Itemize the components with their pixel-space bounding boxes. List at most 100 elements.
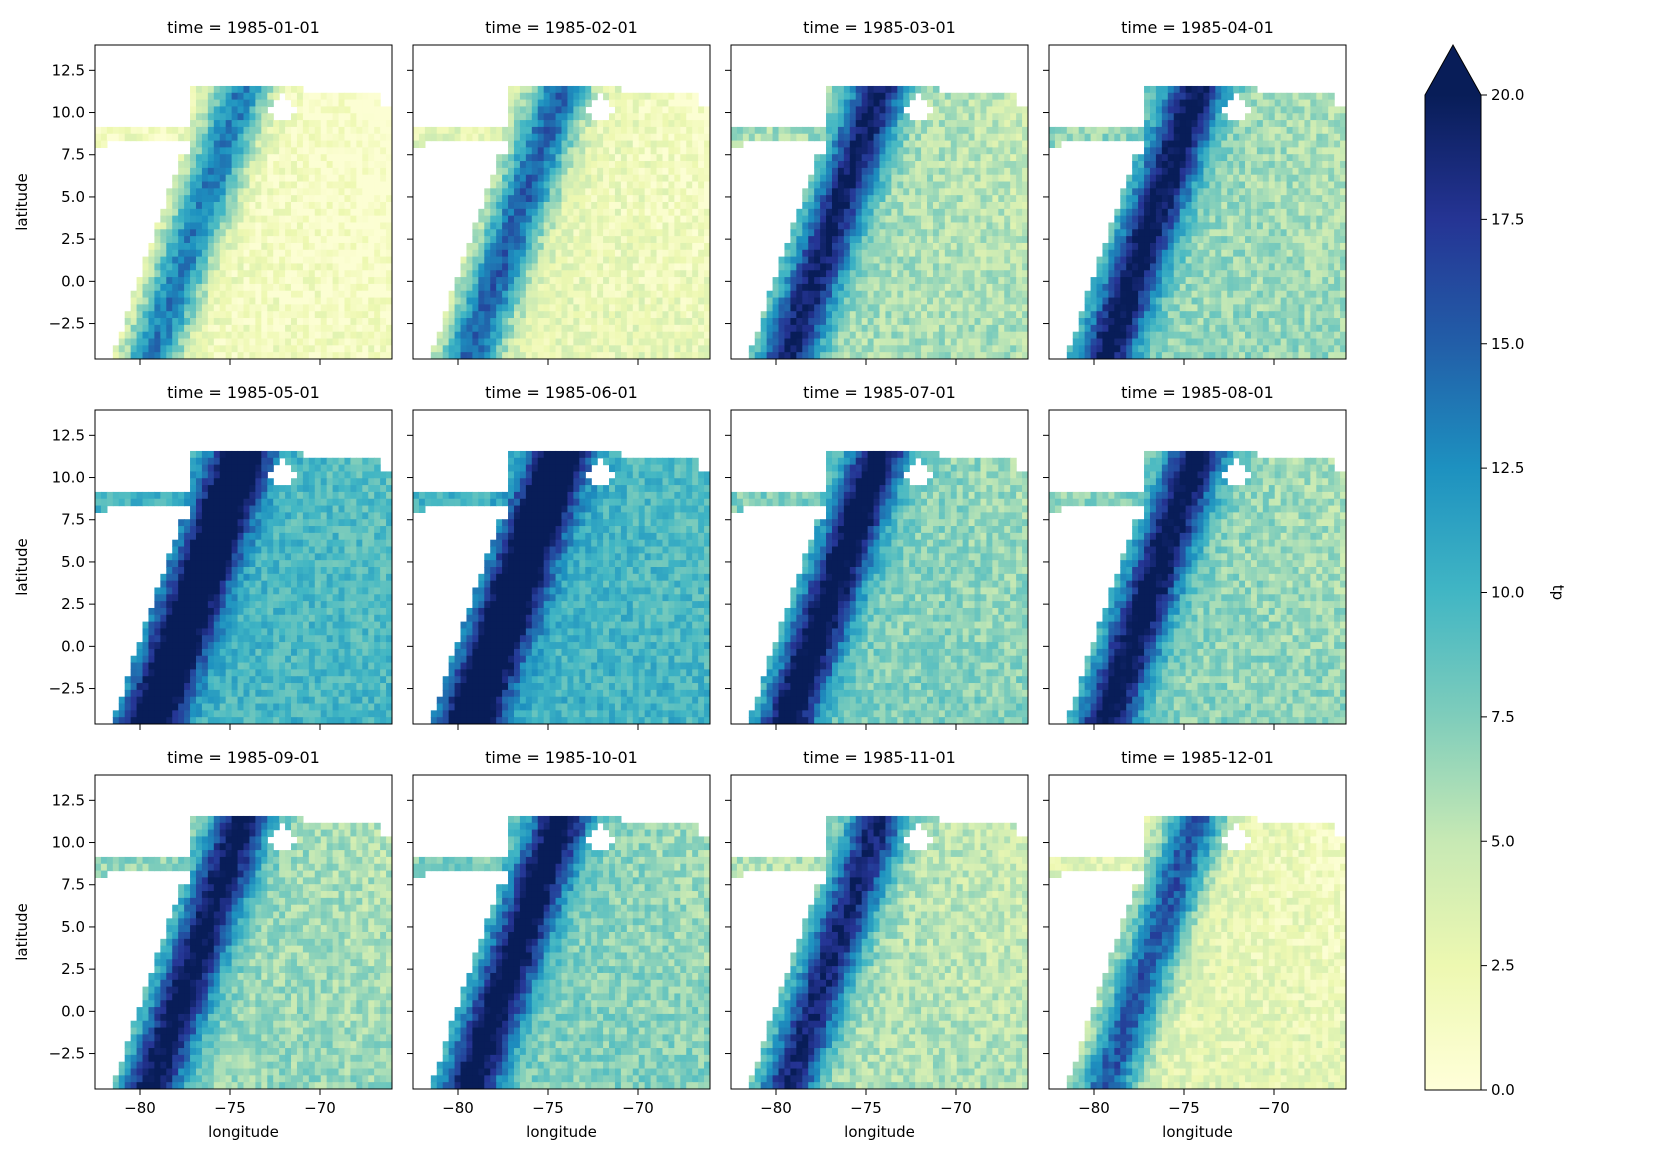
heat-cell [885,113,892,120]
heat-cell [862,352,869,359]
heat-cell [885,277,892,284]
heat-cell [267,86,274,93]
heat-cell [963,134,970,141]
heat-cell [850,86,857,93]
heat-cell [909,250,916,257]
heat-cell [526,175,533,182]
heat-cell [897,113,904,120]
heat-cell [532,250,539,257]
heat-cell [645,229,652,236]
heat-cell [585,216,592,223]
heat-cell [874,250,881,257]
heat-cell [350,325,357,332]
heat-cell [291,311,298,318]
heat-cell [350,298,357,305]
heat-cell [466,257,473,264]
heat-cell [208,236,215,243]
heat-cell [975,120,982,127]
heat-cell [909,188,916,195]
heat-cell [662,100,669,107]
heat-cell [556,270,563,277]
heat-cell [731,134,738,141]
heat-cell [903,250,910,257]
heat-cell [657,113,664,120]
heat-cell [520,182,527,189]
heat-cell [472,318,479,325]
heat-cell [327,257,334,264]
heat-cell [172,332,179,339]
heat-cell [356,270,363,277]
heat-cell [802,134,809,141]
heat-cell [651,257,658,264]
heat-cell [1209,93,1216,100]
heat-cell [184,175,191,182]
heat-cell [368,182,375,189]
heat-cell [957,352,964,359]
heatmap-field [95,86,393,360]
heat-cell [945,209,952,216]
heat-cell [915,263,922,270]
heat-cell [645,270,652,277]
heat-cell [344,188,351,195]
heat-cell [261,250,268,257]
heat-cell [244,188,251,195]
heat-cell [309,325,316,332]
heat-cell [273,134,280,141]
heat-cell [285,188,292,195]
heat-cell [321,270,328,277]
heat-cell [526,161,533,168]
heat-cell [356,134,363,141]
heat-cell [279,209,286,216]
heat-cell [431,127,438,134]
heat-cell [957,257,964,264]
heat-cell [633,311,640,318]
heat-cell [1004,284,1011,291]
heat-cell [645,168,652,175]
heat-cell [933,175,940,182]
heat-cell [862,277,869,284]
heat-cell [814,127,821,134]
heat-cell [986,318,993,325]
heat-cell [220,352,227,359]
heat-cell [579,318,586,325]
heat-cell [249,250,256,257]
heat-cell [621,106,628,113]
heat-cell [562,284,569,291]
heat-cell [261,304,268,311]
heat-cell [309,284,316,291]
heat-cell [267,154,274,161]
heat-cell [562,168,569,175]
heat-cell [903,209,910,216]
heat-cell [657,332,664,339]
heat-cell [172,325,179,332]
heat-cell [773,311,780,318]
heat-cell [891,325,898,332]
heat-cell [267,298,274,305]
heat-cell [291,147,298,154]
heat-cell [232,147,239,154]
heat-cell [350,339,357,346]
heat-cell [609,270,616,277]
heat-cell [226,127,233,134]
heat-cell [202,298,209,305]
heat-cell [980,175,987,182]
heat-cell [556,339,563,346]
heat-cell [1287,93,1294,100]
heat-cell [903,127,910,134]
heat-cell [686,311,693,318]
heat-cell [321,243,328,250]
heat-cell [154,263,161,270]
heat-cell [802,222,809,229]
heat-cell [573,263,580,270]
heat-cell [784,311,791,318]
heat-cell [143,291,150,298]
heat-cell [297,188,304,195]
heat-cell [202,168,209,175]
heat-cell [496,277,503,284]
heat-cell [544,311,551,318]
heat-cell [1168,106,1175,113]
heat-cell [190,304,197,311]
heat-cell [832,209,839,216]
heat-cell [903,257,910,264]
heat-cell [579,257,586,264]
